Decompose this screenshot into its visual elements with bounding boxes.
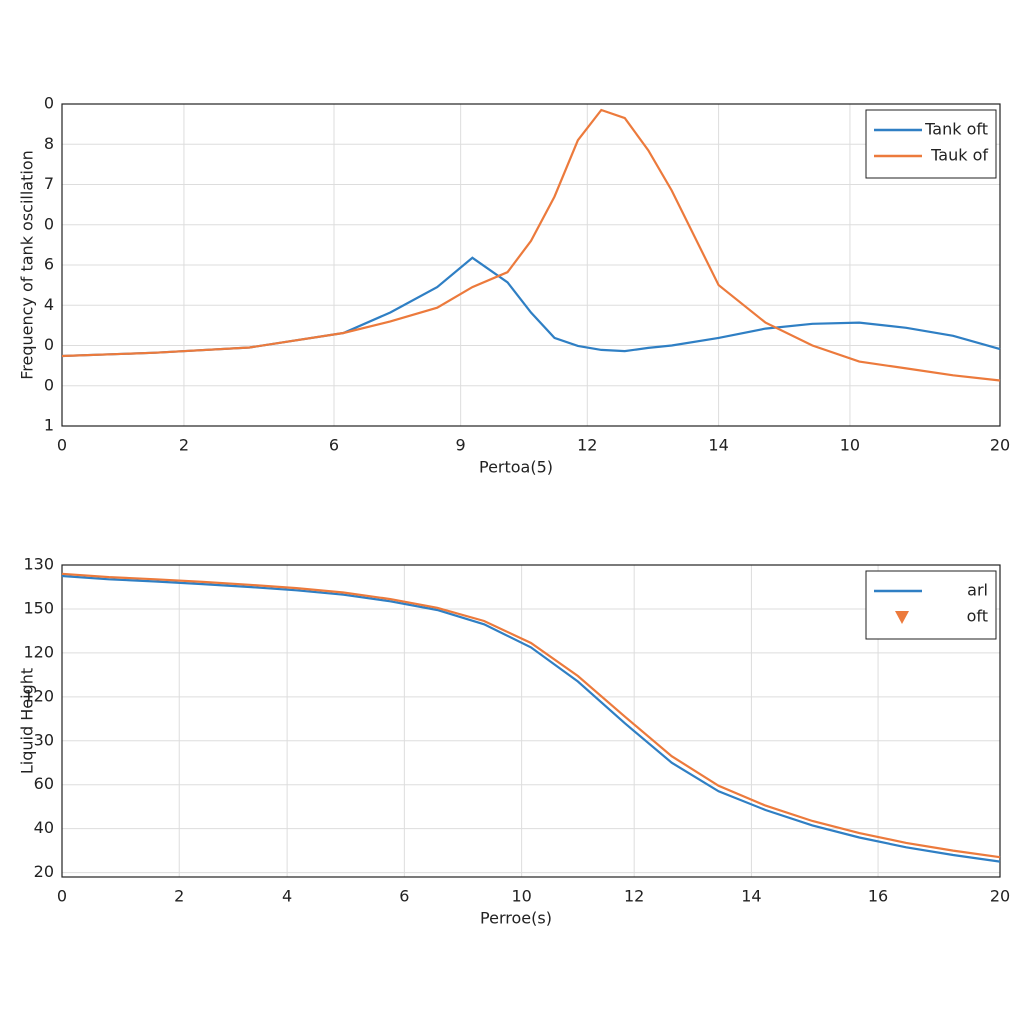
plot-frame xyxy=(61,103,1001,427)
legend-label: arl xyxy=(967,581,988,600)
y-tick-label: 0 xyxy=(44,335,54,354)
y-tick-label: 60 xyxy=(34,774,54,793)
x-tick-label: 0 xyxy=(57,887,67,906)
x-tick-label: 6 xyxy=(399,887,409,906)
y-tick-label: 130 xyxy=(23,555,54,574)
legend-label: Tank oft xyxy=(924,120,988,139)
legend-label: Tauk of xyxy=(930,146,988,165)
legend-label: oft xyxy=(967,607,988,626)
y-tick-label: 120 xyxy=(23,642,54,661)
y-tick-label: 120 xyxy=(23,686,54,705)
y-tick-label: 150 xyxy=(23,598,54,617)
x-tick-label: 2 xyxy=(179,436,189,455)
y-tick-label: 0 xyxy=(44,375,54,394)
y-tick-label: 1 xyxy=(44,416,54,435)
y-tick-label: 8 xyxy=(44,134,54,153)
series-line xyxy=(61,572,1001,859)
x-tick-label: 14 xyxy=(741,887,761,906)
y-tick-label: 0 xyxy=(44,214,54,233)
x-axis-label: Pertoa(5) xyxy=(479,458,553,477)
y-tick-label: 0 xyxy=(44,94,54,113)
series-line xyxy=(61,108,1001,382)
x-tick-label: 20 xyxy=(990,436,1010,455)
x-tick-label: 6 xyxy=(329,436,339,455)
x-tick-label: 10 xyxy=(511,887,531,906)
x-tick-label: 0 xyxy=(57,436,67,455)
x-tick-label: 2 xyxy=(174,887,184,906)
x-tick-label: 14 xyxy=(708,436,728,455)
x-tick-label: 12 xyxy=(624,887,644,906)
x-tick-label: 10 xyxy=(840,436,860,455)
x-tick-label: 9 xyxy=(456,436,466,455)
series-line xyxy=(61,574,1001,863)
plot-area xyxy=(62,565,1000,877)
x-tick-label: 12 xyxy=(577,436,597,455)
plot-frame xyxy=(61,564,1001,878)
y-tick-label: 20 xyxy=(34,862,54,881)
y-axis-label: Frequency of tank oscillation xyxy=(18,150,37,380)
x-tick-label: 16 xyxy=(868,887,888,906)
x-tick-label: 20 xyxy=(990,887,1010,906)
legend-marker xyxy=(895,611,909,624)
y-tick-label: 7 xyxy=(44,174,54,193)
x-tick-label: 4 xyxy=(282,887,292,906)
y-tick-label: 4 xyxy=(44,295,54,314)
y-tick-label: 40 xyxy=(34,818,54,837)
legend-box xyxy=(865,570,997,640)
legend-box xyxy=(865,109,997,179)
y-tick-label: 6 xyxy=(44,255,54,274)
y-tick-label: 30 xyxy=(34,730,54,749)
series-line xyxy=(61,256,1001,358)
x-axis-label: Perroe(s) xyxy=(480,909,552,928)
y-axis-label: Liquid Height xyxy=(18,668,37,774)
